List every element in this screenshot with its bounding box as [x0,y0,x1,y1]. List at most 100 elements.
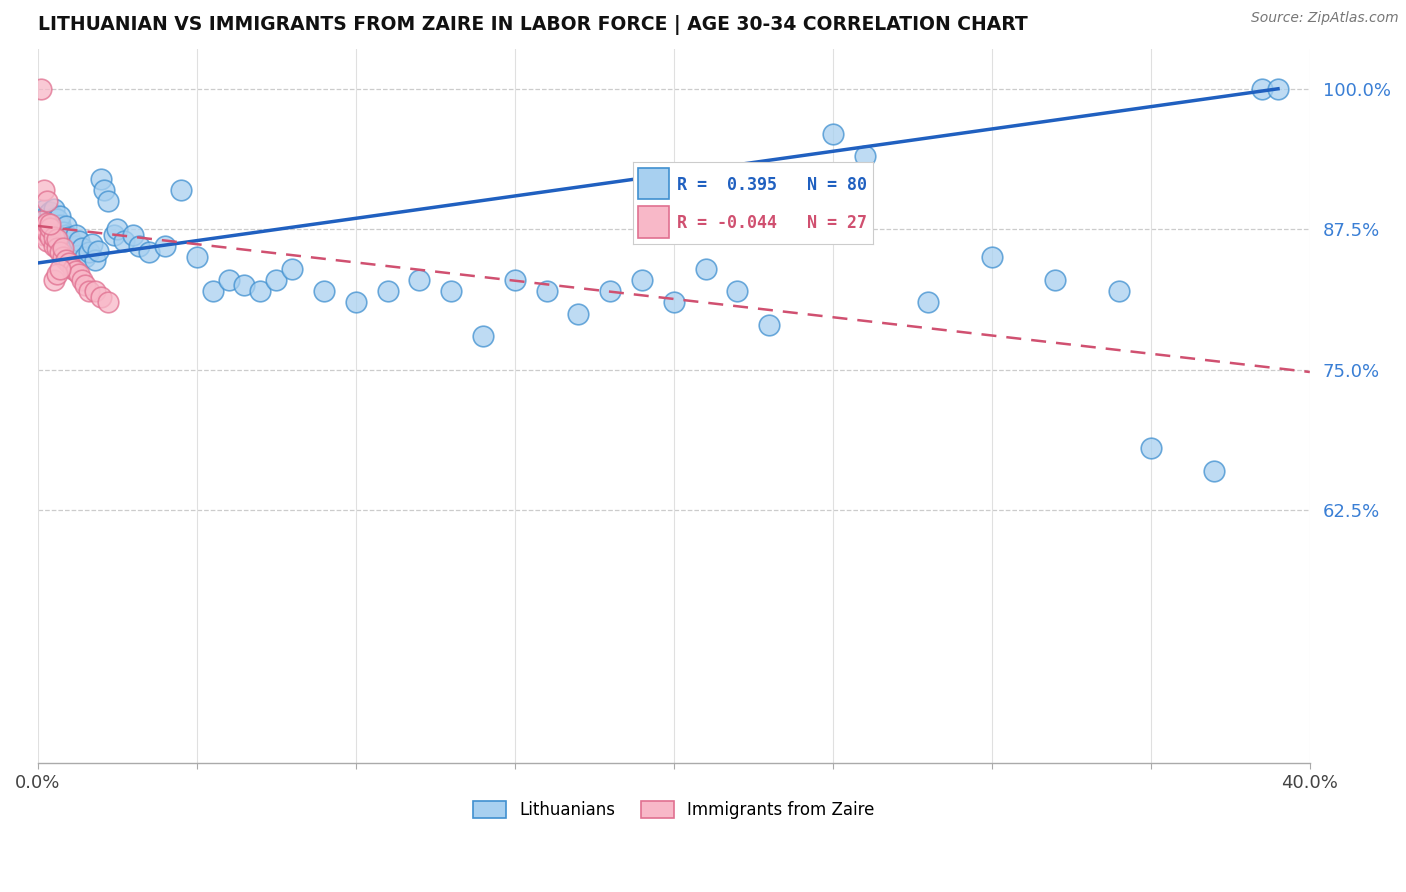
Point [42,202,65,216]
Point [42,239,65,253]
Point [233,278,256,293]
Text: Source: ZipAtlas.com: Source: ZipAtlas.com [1251,11,1399,25]
Point [42,219,65,233]
Point [408,273,430,287]
Point [37,234,59,248]
Point [67,234,90,248]
Point [37,225,59,239]
Point [503,273,526,287]
Point [84,284,107,298]
Point [49,261,72,276]
Point [758,318,780,332]
Point [52,234,75,248]
Point [662,295,685,310]
Point [58,239,80,253]
Point [536,284,558,298]
Text: LITHUANIAN VS IMMIGRANTS FROM ZAIRE IN LABOR FORCE | AGE 30-34 CORRELATION CHART: LITHUANIAN VS IMMIGRANTS FROM ZAIRE IN L… [38,15,1028,35]
Point [93,183,115,197]
Point [112,234,135,248]
Point [39,217,62,231]
Legend: Lithuanians, Immigrants from Zaire: Lithuanians, Immigrants from Zaire [467,795,882,826]
Point [312,284,335,298]
Point [39,222,62,236]
Point [821,127,844,141]
Point [249,284,271,298]
Point [45,232,67,246]
Point [39,230,62,244]
Point [80,236,103,251]
Point [201,284,224,298]
Point [42,273,65,287]
Point [218,273,240,287]
Point [377,284,399,298]
Point [440,284,463,298]
Point [37,208,59,222]
Point [90,171,112,186]
Point [45,230,67,244]
Point [1139,442,1161,456]
Point [138,244,160,259]
Point [65,227,87,242]
Point [37,215,59,229]
Point [45,241,67,255]
Point [55,227,77,242]
Point [58,230,80,244]
Point [1251,82,1274,96]
Point [52,225,75,239]
Point [170,183,193,197]
Point [39,214,62,228]
Point [344,295,367,310]
Point [1108,284,1130,298]
Point [567,307,589,321]
Point [122,227,145,242]
Point [103,227,125,242]
Point [853,149,876,163]
Point [32,219,55,233]
Point [725,284,748,298]
Point [75,251,97,265]
Point [37,194,59,209]
Point [39,221,62,235]
Point [97,194,120,209]
Point [49,226,72,240]
Point [39,205,62,219]
Point [42,230,65,244]
Point [1267,82,1289,96]
Point [45,212,67,227]
Point [32,211,55,225]
Point [37,217,59,231]
Point [37,225,59,239]
Point [32,227,55,242]
Point [1204,464,1226,478]
Point [70,273,93,287]
Point [42,211,65,225]
Point [917,295,939,310]
Point [32,203,55,218]
Point [30,222,52,236]
Point [32,219,55,233]
Point [471,329,494,343]
Point [1045,273,1067,287]
Point [30,214,52,228]
Point [52,241,75,255]
Point [42,227,65,242]
Text: R = -0.044   N = 27: R = -0.044 N = 27 [676,214,866,232]
Point [84,252,107,267]
Point [49,244,72,259]
Point [49,209,72,223]
Point [186,251,208,265]
Point [153,239,176,253]
Point [62,261,84,276]
Point [55,219,77,233]
Point [62,244,84,259]
Point [30,222,52,236]
Point [695,261,717,276]
Point [90,290,112,304]
Point [105,222,128,236]
Point [75,278,97,293]
Point [49,218,72,232]
Point [97,295,120,310]
Point [264,273,287,287]
Point [67,267,90,281]
Point [87,244,110,258]
